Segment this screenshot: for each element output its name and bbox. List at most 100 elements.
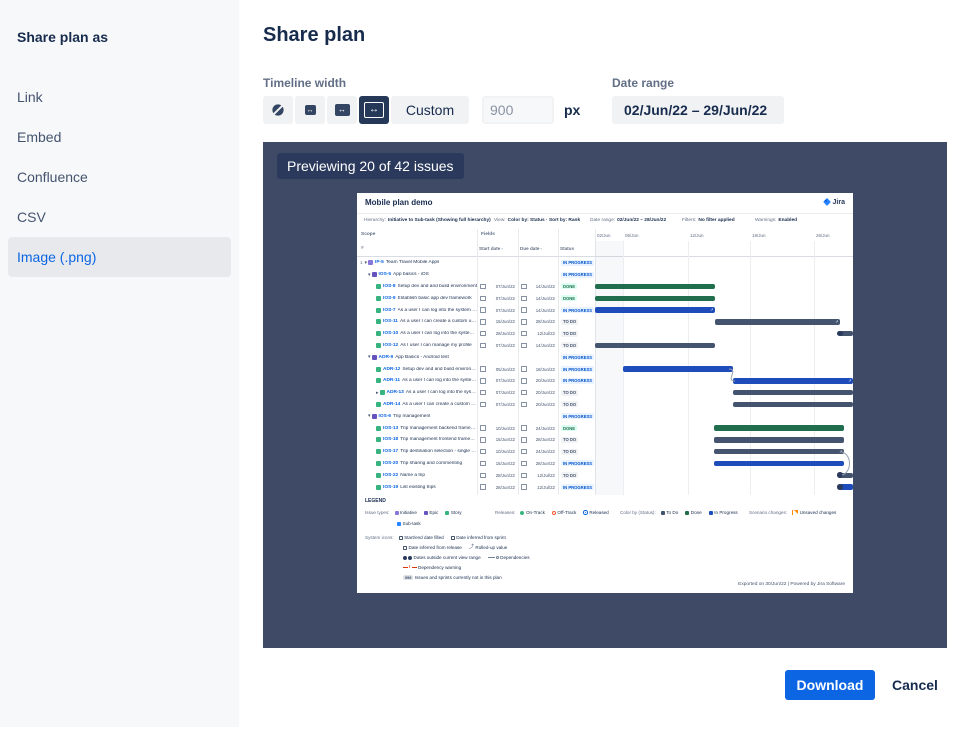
status-lozenge: DONE [561, 295, 578, 302]
legend-ring-icon [551, 510, 556, 515]
legend-unsaved-changes-icon [792, 510, 799, 515]
warn-line [403, 567, 408, 568]
warn-line [411, 567, 417, 568]
status-lozenge: TO DO [561, 318, 579, 325]
start-date-value: 07/Jun/22 [495, 307, 515, 313]
timeline-tick-label: 05/Jun [625, 233, 639, 238]
legend-item-text: Dependency warning [418, 565, 462, 570]
issue-key: IOS-12 [383, 342, 399, 348]
preview-meta-item: Date range: 02/Jun/22 – 28/Jun/22 [590, 218, 666, 223]
due-date-value: 24/Jun/22 [535, 425, 555, 431]
calendar-icon [521, 484, 527, 490]
issue-key: IOS-22 [383, 472, 399, 478]
rolled-up-icon: ↗ [835, 318, 839, 324]
preview-meta-item: View: Color by: Status · Sort by: Rank [494, 218, 580, 223]
due-date-value: 14/Jun/22 [535, 307, 555, 313]
due-date-cell: 12/Jul/22 [518, 481, 558, 493]
timeline-width-segmented-control: ↔ ↔ ↔ Custom [263, 96, 469, 124]
width-small-button[interactable]: ↔ [295, 96, 325, 124]
legend-item: To Do [660, 510, 678, 515]
sidebar-item-image-png[interactable]: Image (.png) [8, 237, 231, 277]
calendar-icon [480, 472, 486, 479]
legend-item-text: Off-Track [557, 510, 577, 515]
legend-square-icon [685, 510, 690, 515]
story-icon [376, 437, 381, 443]
width-none-button[interactable] [263, 96, 293, 124]
download-button[interactable]: Download [785, 670, 875, 700]
table-header-divider [357, 256, 853, 257]
legend-item-text: Unsaved changes [799, 510, 837, 515]
calendar-icon [480, 283, 486, 290]
due-date-value: 18/Jun/22 [535, 366, 555, 372]
issue-key: IOS-19 [383, 484, 399, 490]
custom-width-input[interactable] [482, 96, 554, 124]
table-row-scope: ▾ ADR-9 App Basics - Android test [357, 351, 477, 363]
legend-item: Dependencies [487, 555, 530, 560]
gantt-bar [595, 342, 715, 349]
legend-item: Dates outside current view range [403, 555, 481, 560]
legend-square-icon [394, 510, 399, 515]
status-cell: IN PROGRESS [558, 363, 595, 375]
table-row-scope: IOS-20 Trip sharing and commenting [357, 458, 477, 470]
legend-square-icon [708, 510, 713, 515]
due-date-cell: 20/Jun/22 [518, 375, 558, 387]
story-icon [376, 449, 381, 455]
calendar-icon [480, 401, 486, 408]
legend-item-text: Rolled-up value [475, 545, 508, 550]
calendar-icon [521, 425, 527, 431]
due-date-cell: 28/Jun/22 [518, 434, 558, 446]
jira-logo: Jira [822, 198, 845, 206]
sidebar-item-embed[interactable]: Embed [17, 129, 62, 145]
table-row-scope: IOS-13 Trip management backend framework [357, 422, 477, 434]
due-date-value: 14/Jun/22 [535, 342, 555, 348]
legend-group: Scenario changes: Unsaved changes [749, 510, 840, 515]
meta-label: Date range: [590, 218, 616, 223]
start-date-cell: 07/Jun/22 [477, 387, 518, 399]
timeline-tick-label: 26/Jun [816, 233, 830, 238]
start-date-value: 15/Jun/22 [495, 319, 515, 325]
calendar-icon [480, 378, 486, 384]
calendar-icon [521, 342, 527, 349]
issue-name: As a user I can log into the system via [400, 331, 477, 337]
sidebar-item-confluence[interactable]: Confluence [17, 169, 88, 185]
calendar-icon [521, 295, 527, 302]
legend-rolledup-icon: ⤴ [468, 544, 474, 550]
legend-item: ⤴ Rolled-up value [468, 544, 508, 551]
date-range-button[interactable]: 02/Jun/22 – 29/Jun/22 [612, 96, 784, 124]
issue-key: IOS-10 [383, 331, 399, 337]
legend-group: Issue types: Initiative Epic Story [365, 510, 466, 515]
width-custom-button[interactable]: Custom [391, 96, 469, 124]
due-date-value: 28/Jun/22 [535, 460, 555, 466]
sidebar-item-link[interactable]: Link [17, 89, 43, 105]
legend-heading: LEGEND [365, 498, 386, 504]
sidebar-item-csv[interactable]: CSV [17, 209, 46, 225]
cancel-button[interactable]: Cancel [886, 670, 944, 700]
issue-key: IOS-8 [383, 283, 396, 289]
legend-item: Released [583, 510, 609, 515]
fields-header: Fields [481, 232, 495, 237]
rolled-up-icon: ↗ [710, 306, 714, 312]
issue-key: ADR-14 [383, 401, 401, 407]
calendar-icon [480, 389, 486, 396]
status-lozenge: TO DO [561, 472, 579, 479]
timeline-tick-label: 12/Jun [690, 233, 704, 238]
legend-group-label: Scenario changes: [749, 510, 788, 515]
meta-value: Color by: Status · Sort by: Rank [507, 218, 581, 223]
due-date-cell: 20/Jun/22 [518, 399, 558, 411]
legend-group: ! Dependency warning [403, 565, 465, 570]
status-cell: TO DO [558, 446, 595, 458]
width-full-button[interactable]: ↔ [359, 96, 389, 124]
story-icon [376, 378, 381, 384]
start-date-value: 28/Jun/22 [495, 484, 515, 490]
half-dot [403, 555, 407, 560]
status-cell: TO DO [558, 340, 595, 352]
meta-label: Warnings: [755, 218, 777, 223]
issue-name: As I user I can manage my profile [400, 342, 472, 348]
status-lozenge: TO DO [561, 389, 579, 396]
start-date-cell: 15/Jun/22 [477, 434, 518, 446]
table-row-scope: ADR-12 Setup dev and and build environmen… [357, 363, 477, 375]
timeline-tick-label: 19/Jun [752, 233, 766, 238]
legend-item-text: Dates outside current view range [413, 555, 481, 560]
width-medium-button[interactable]: ↔ [327, 96, 357, 124]
story-icon [376, 401, 381, 407]
